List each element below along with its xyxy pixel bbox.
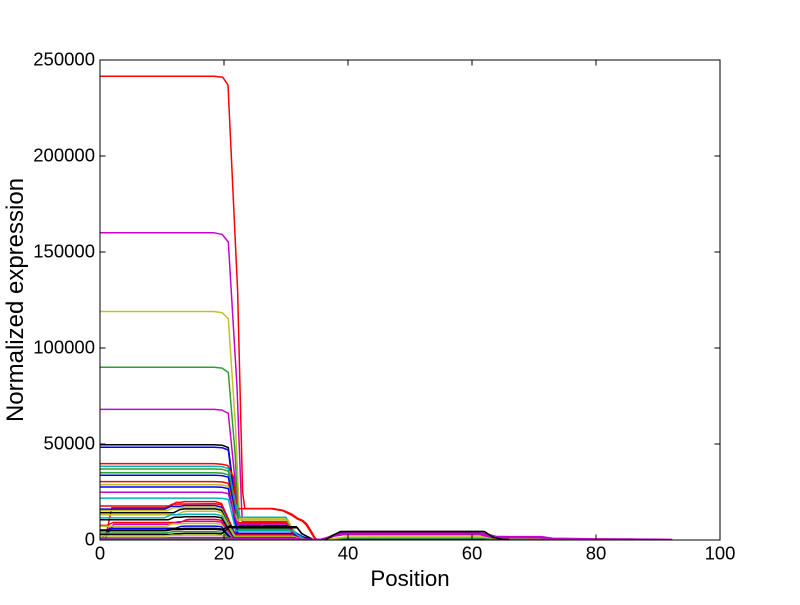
svg-text:200000: 200000 (33, 144, 95, 165)
svg-text:0: 0 (95, 543, 105, 564)
svg-text:250000: 250000 (33, 48, 95, 69)
svg-text:100000: 100000 (33, 336, 95, 357)
svg-text:50000: 50000 (44, 432, 95, 453)
svg-text:Normalized expression: Normalized expression (2, 178, 29, 422)
svg-text:150000: 150000 (33, 240, 95, 261)
svg-text:100: 100 (705, 543, 736, 564)
svg-text:Position: Position (370, 566, 449, 591)
svg-text:20: 20 (214, 543, 235, 564)
svg-text:80: 80 (586, 543, 607, 564)
svg-text:0: 0 (85, 528, 95, 549)
svg-text:40: 40 (338, 543, 359, 564)
svg-text:60: 60 (462, 543, 483, 564)
